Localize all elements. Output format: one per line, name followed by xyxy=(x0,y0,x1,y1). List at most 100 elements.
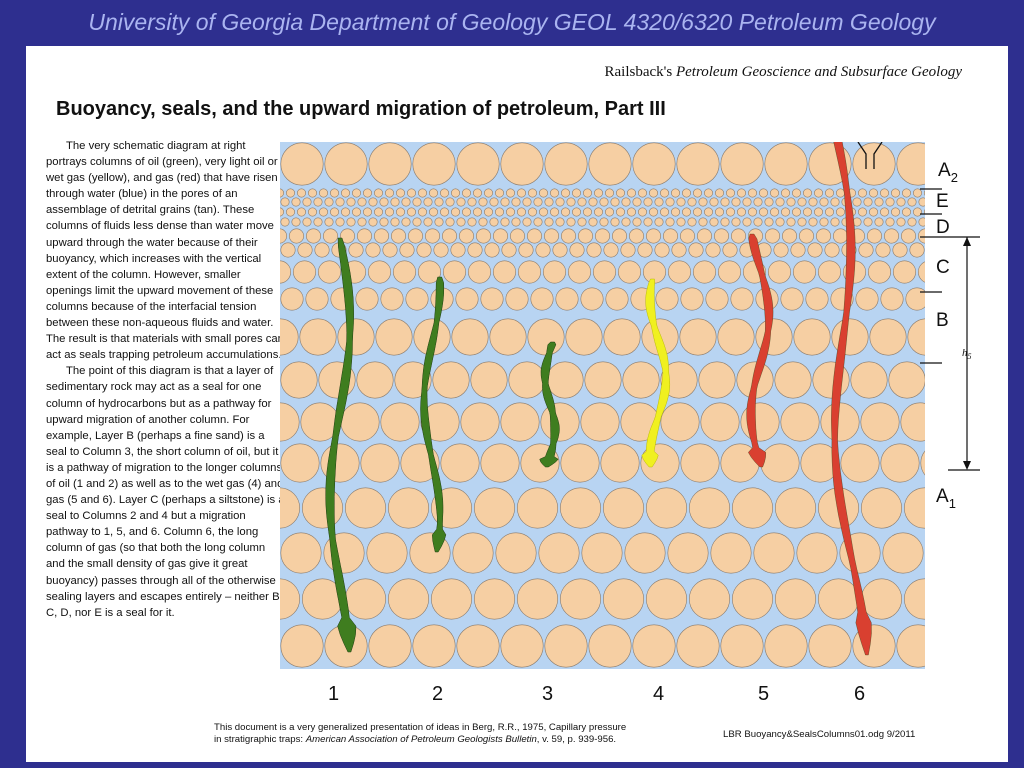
grain xyxy=(791,188,801,198)
grain xyxy=(345,487,387,529)
grain xyxy=(440,443,480,483)
grain xyxy=(416,242,432,258)
grain xyxy=(307,188,317,198)
grain xyxy=(840,443,880,483)
grain xyxy=(698,217,708,227)
grain xyxy=(538,207,548,217)
grain xyxy=(340,188,350,198)
grain xyxy=(648,188,658,198)
grain xyxy=(907,318,925,356)
grain xyxy=(451,318,489,356)
grain xyxy=(676,624,720,668)
fluid-column-5 xyxy=(746,233,774,468)
grain xyxy=(468,260,492,284)
grain xyxy=(709,217,719,227)
grain xyxy=(599,217,609,227)
grain xyxy=(665,197,675,207)
fluid-column-4 xyxy=(641,278,671,468)
credit-line: Railsback's Petroleum Geoscience and Sub… xyxy=(605,64,962,81)
grain xyxy=(900,402,925,442)
grain xyxy=(931,288,953,310)
grain xyxy=(869,318,907,356)
grain xyxy=(280,197,290,207)
grain xyxy=(896,217,906,227)
grain xyxy=(850,361,888,399)
grain xyxy=(670,207,680,217)
grain xyxy=(819,197,829,207)
grain xyxy=(582,188,592,198)
grain xyxy=(645,228,661,244)
grain xyxy=(892,260,916,284)
grain xyxy=(559,487,601,529)
grain xyxy=(340,402,380,442)
grain xyxy=(855,287,879,311)
grain xyxy=(880,443,920,483)
grain xyxy=(622,361,660,399)
grain xyxy=(368,197,378,207)
grain xyxy=(280,228,287,244)
grain xyxy=(805,287,829,311)
grain xyxy=(408,228,424,244)
grain xyxy=(705,242,721,258)
grain xyxy=(368,217,378,227)
grain xyxy=(662,228,678,244)
grain xyxy=(522,197,532,207)
grain xyxy=(857,188,867,198)
grain xyxy=(831,318,869,356)
grain xyxy=(896,142,925,186)
grain xyxy=(393,260,417,284)
layer-label-e: E xyxy=(936,191,949,212)
grain xyxy=(692,188,702,198)
grain xyxy=(620,242,636,258)
grain xyxy=(555,217,565,227)
grain xyxy=(659,188,669,198)
grain xyxy=(493,228,509,244)
grain xyxy=(676,197,686,207)
grain xyxy=(775,197,785,207)
grain xyxy=(291,217,301,227)
grain xyxy=(357,217,367,227)
grain xyxy=(830,217,840,227)
grain xyxy=(885,197,895,207)
slide-header: University of Georgia Department of Geol… xyxy=(88,9,936,35)
grain xyxy=(500,217,510,227)
grain xyxy=(324,142,368,186)
grain xyxy=(907,197,917,207)
grain xyxy=(670,188,680,198)
grain xyxy=(890,188,900,198)
column-label-3: 3 xyxy=(542,683,553,705)
grain xyxy=(703,188,713,198)
grain xyxy=(379,197,389,207)
grain xyxy=(600,443,640,483)
grain xyxy=(434,217,444,227)
grain xyxy=(423,217,433,227)
grain xyxy=(540,402,580,442)
grain xyxy=(692,207,702,217)
grain xyxy=(385,207,395,217)
grain xyxy=(399,242,415,258)
grain xyxy=(566,197,576,207)
grain xyxy=(602,578,644,620)
grain xyxy=(418,207,428,217)
grain xyxy=(577,228,593,244)
grain xyxy=(648,207,658,217)
grain xyxy=(808,197,818,207)
grain xyxy=(808,217,818,227)
layer-boundaries xyxy=(920,188,980,471)
grain xyxy=(522,217,532,227)
grain xyxy=(396,207,406,217)
grain xyxy=(687,217,697,227)
grain xyxy=(680,287,704,311)
grain xyxy=(866,228,882,244)
column-label-5: 5 xyxy=(758,683,769,705)
grain xyxy=(867,260,891,284)
grain xyxy=(322,228,338,244)
grain xyxy=(868,188,878,198)
grain xyxy=(291,197,301,207)
grain xyxy=(476,228,492,244)
grain xyxy=(443,260,467,284)
grain xyxy=(385,188,395,198)
grain xyxy=(698,361,736,399)
grain xyxy=(423,197,433,207)
grain xyxy=(517,188,527,198)
